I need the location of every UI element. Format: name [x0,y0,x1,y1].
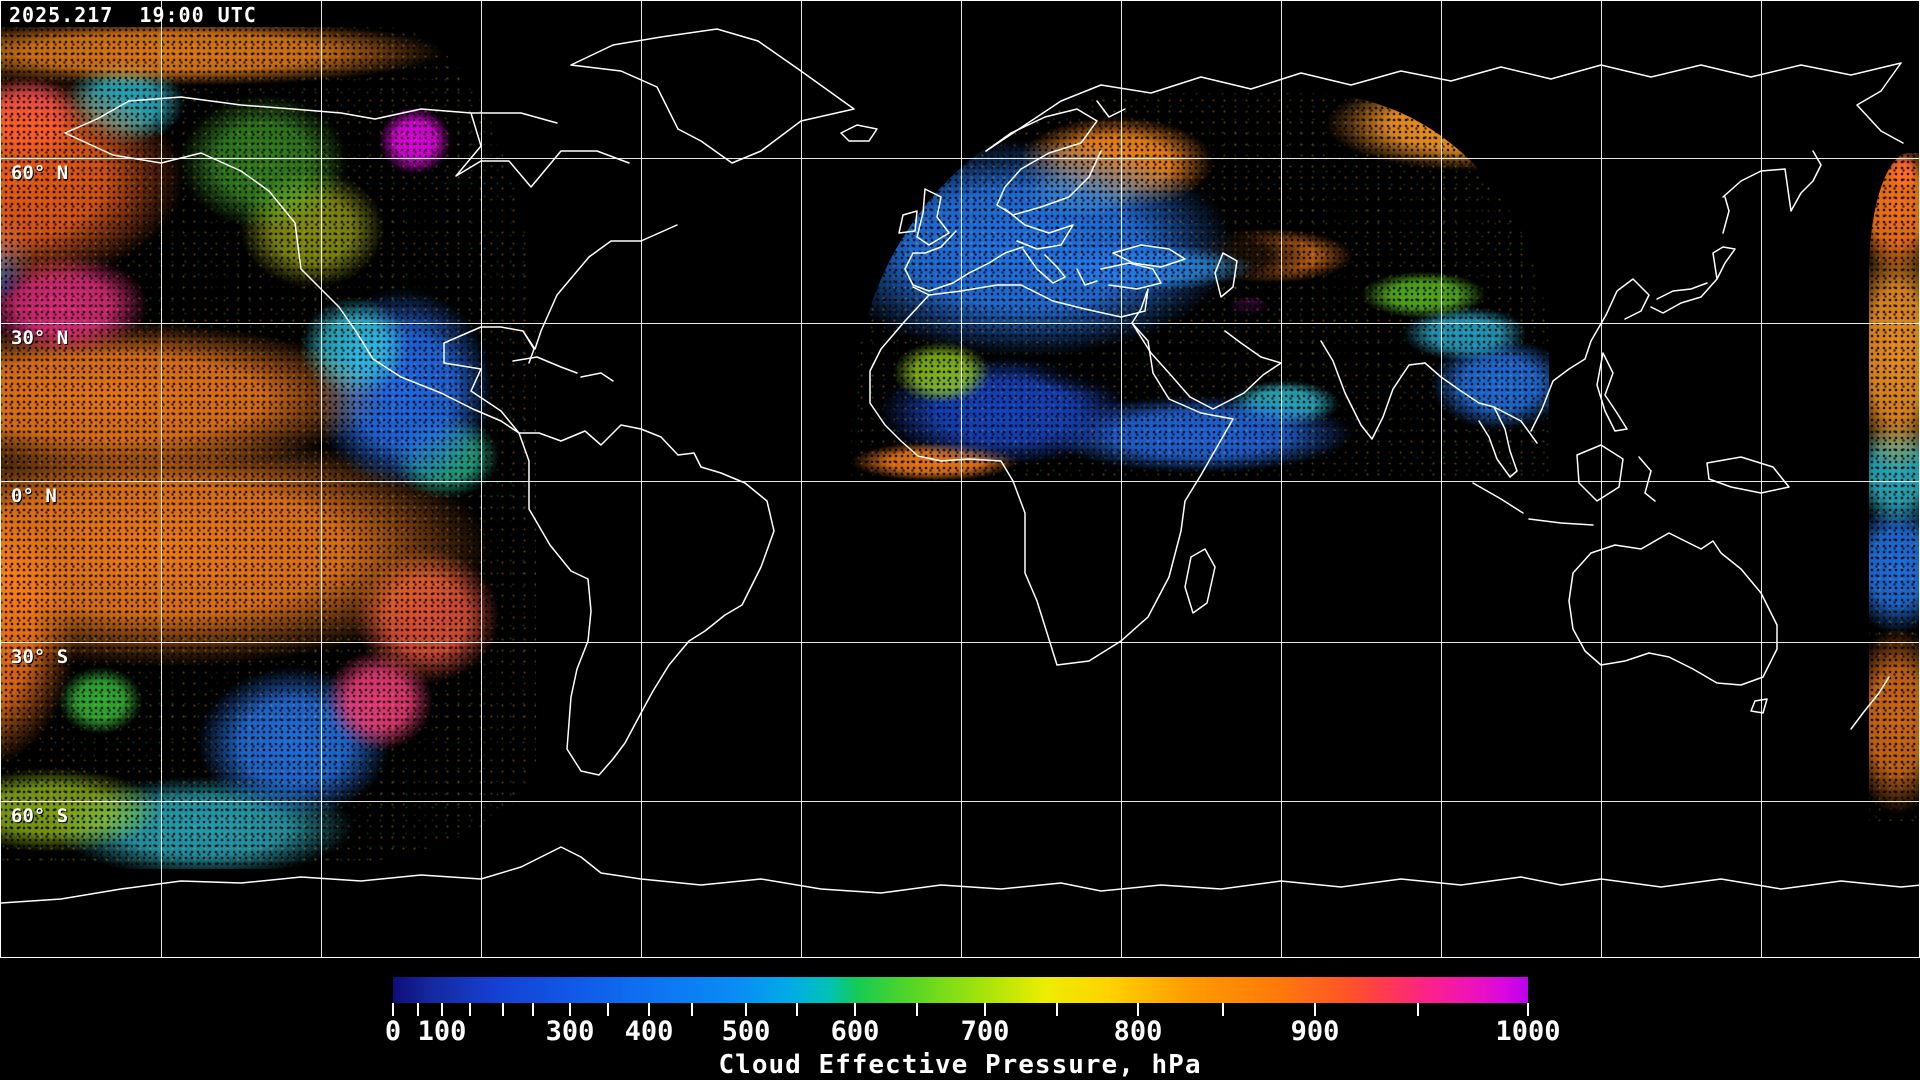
colorbar-tick [1314,1003,1316,1016]
colorbar-tick [1056,1003,1058,1016]
colorbar-tick [854,1003,856,1016]
world-map: 60° N 30° N 0° N 30° S 60° S 2025.217 19:00 … [0,0,1920,958]
lon-gridline [481,1,482,957]
colorbar-tick [569,1003,571,1016]
lon-gridline [161,1,162,957]
lon-gridline [1601,1,1602,957]
colorbar-tick [469,1003,471,1016]
colorbar-tick [392,1003,394,1016]
colorbar-tick [502,1003,504,1016]
colorbar-tick [691,1003,693,1016]
colorbar-tick [441,1003,443,1016]
colorbar-tick [796,1003,798,1016]
lat-gridline [1,481,1919,482]
lat-label: 60° S [11,805,69,827]
timestamp-label: 2025.217 19:00 UTC [9,3,257,27]
colorbar-tick-label: 500 [721,1016,771,1047]
colorbar-tick-label: 300 [545,1016,595,1047]
lat-gridline [1,801,1919,802]
colorbar-tick [648,1003,650,1016]
colorbar-tick-label: 1000 [1495,1016,1561,1047]
colorbar-tick [417,1003,419,1016]
lat-label: 30° N [11,327,69,349]
colorbar-title: Cloud Effective Pressure, hPa [718,1050,1202,1080]
lat-label: 30° S [11,646,69,668]
colorbar-tick-label: 400 [624,1016,674,1047]
colorbar-tick-label: 100 [417,1016,467,1047]
lon-gridline [641,1,642,957]
colorbar-tick [745,1003,747,1016]
colorbar-tick [532,1003,534,1016]
colorbar-tick [1527,1003,1529,1016]
lon-gridline [1281,1,1282,957]
lon-gridline [1761,1,1762,957]
lat-label: 0° N [11,485,57,507]
lat-label: 60° N [11,162,69,184]
colorbar-tick [916,1003,918,1016]
lon-gridline [1121,1,1122,957]
lon-gridline [801,1,802,957]
colorbar-tick [1137,1003,1139,1016]
colorbar-tick-label: 900 [1290,1016,1340,1047]
colorbar-tick-label: 0 [384,1016,402,1047]
colorbar-tick-label: 600 [830,1016,880,1047]
colorbar-tick [1222,1003,1224,1016]
colorbar-tick [607,1003,609,1016]
lat-gridline [1,642,1919,643]
lon-gridline [1441,1,1442,957]
colorbar-tick-label: 800 [1113,1016,1163,1047]
colorbar-tick-label: 700 [960,1016,1010,1047]
colorbar-tick [984,1003,986,1016]
colorbar-gradient [393,977,1528,1003]
colorbar-panel: 0 100 300 400 500 600 700 800 900 1000 Cloud Effe… [0,958,1920,1080]
lon-gridline [961,1,962,957]
lon-gridline [321,1,322,957]
colorbar-tick [1417,1003,1419,1016]
